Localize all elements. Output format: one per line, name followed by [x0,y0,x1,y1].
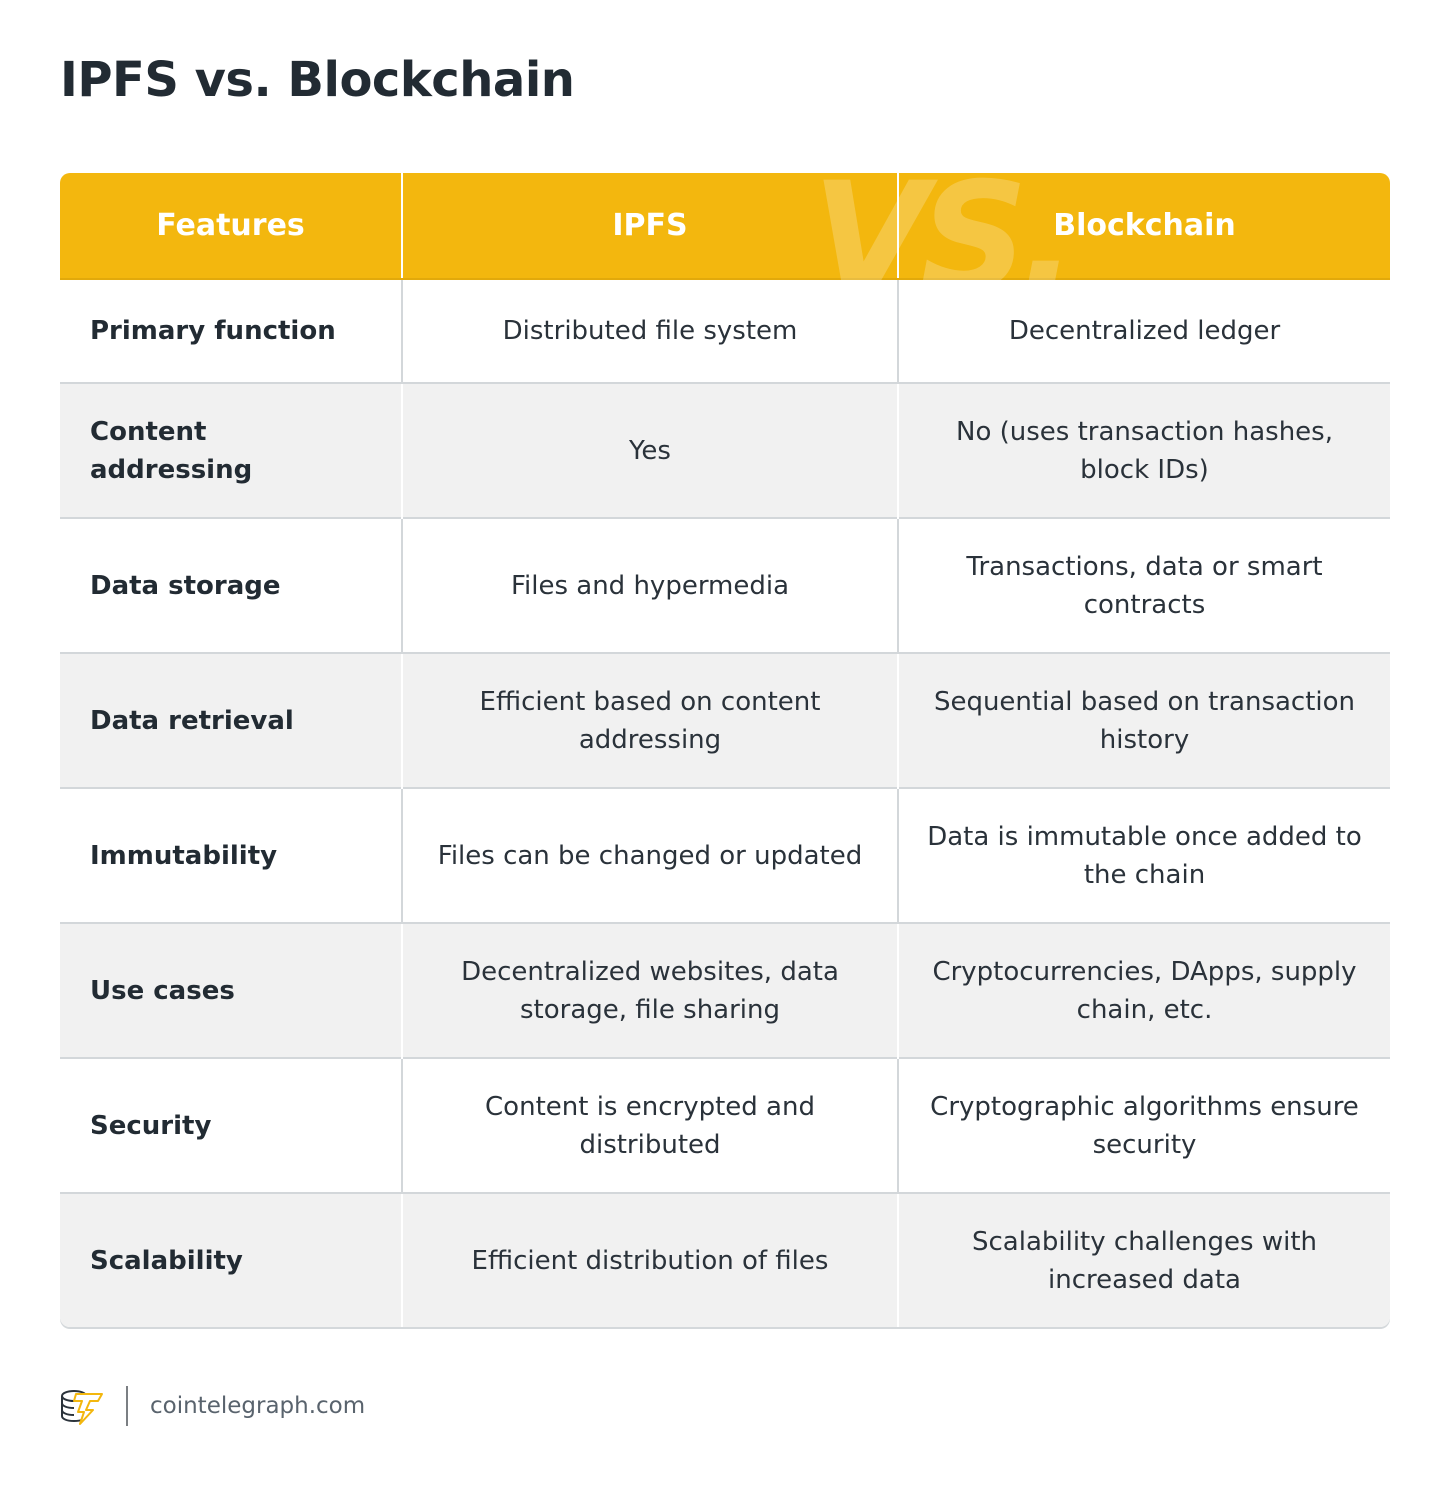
blockchain-cell: Data is immutable once added to the chai… [897,788,1390,923]
footer-divider [126,1386,128,1426]
cointelegraph-logo-icon [61,1390,103,1425]
blockchain-cell: Decentralized ledger [897,279,1390,383]
ipfs-cell: Decentralized websites, data storage, fi… [401,923,898,1058]
ipfs-cell: Efficient based on content addressing [401,653,898,788]
footer: cointelegraph.com [60,1386,365,1426]
header-ipfs: IPFS [401,173,898,280]
comparison-table: Features IPFS Blockchain Primary functio… [60,173,1390,1327]
table-row: Scalability Efficient distribution of fi… [60,1193,1390,1327]
table-row: Content addressing Yes No (uses transact… [60,383,1390,518]
page-title: IPFS vs. Blockchain [60,52,575,108]
feature-cell: Data storage [90,570,281,601]
blockchain-cell: Cryptographic algorithms ensure security [897,1058,1390,1193]
feature-cell: Content addressing [60,383,402,518]
table-row: Immutability Files can be changed or upd… [60,788,1390,923]
feature-cell: Security [90,1110,212,1141]
feature-cell: Data retrieval [60,653,402,788]
header-blockchain: Blockchain [897,173,1390,280]
ipfs-cell: Files and hypermedia [401,518,898,653]
table-row: Data storage Files and hypermedia Transa… [60,518,1390,653]
ipfs-cell: Yes [401,383,898,518]
blockchain-cell: Sequential based on transaction history [897,653,1390,788]
feature-cell: Scalability [60,1193,402,1327]
table-row: Primary function Distributed file system… [60,279,1390,383]
ipfs-cell: Efficient distribution of files [401,1193,898,1327]
blockchain-cell: Transactions, data or smart contracts [897,518,1390,653]
feature-cell: Use cases [60,923,402,1058]
blockchain-cell: Scalability challenges with increased da… [897,1193,1390,1327]
ipfs-cell: Content is encrypted and distributed [401,1058,898,1193]
feature-cell: Primary function [90,316,336,346]
ipfs-cell: Files can be changed or updated [401,788,898,923]
table-row: Use cases Decentralized websites, data s… [60,923,1390,1058]
site-name: cointelegraph.com [150,1393,366,1419]
ipfs-cell: Distributed file system [401,279,898,383]
feature-cell: Immutability [90,840,278,871]
header-features: Features [60,173,402,280]
table-header-row: Features IPFS Blockchain [60,173,1390,280]
blockchain-cell: No (uses transaction hashes, block IDs) [897,383,1390,518]
blockchain-cell: Cryptocurrencies, DApps, supply chain, e… [897,923,1390,1058]
table-row: Data retrieval Efficient based on conten… [60,653,1390,788]
table-row: Security Content is encrypted and distri… [60,1058,1390,1193]
